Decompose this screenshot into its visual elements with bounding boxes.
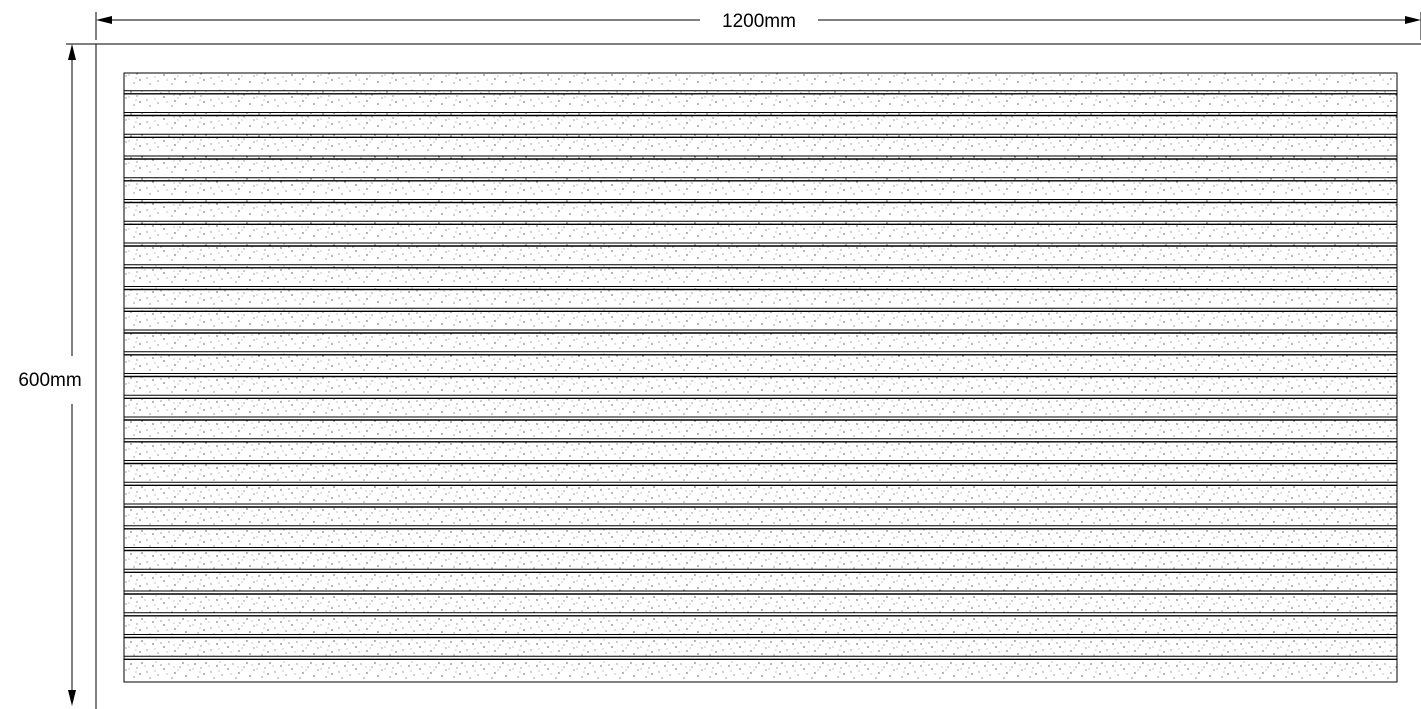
panel (123, 72, 1398, 683)
panel-grooves (124, 90, 1397, 660)
arrow-left-icon (96, 16, 112, 24)
arrow-up-icon (68, 44, 76, 60)
width-label: 1200mm (722, 11, 796, 32)
width-dimension: 1200mm (95, 11, 1421, 40)
height-dimension: 600mm (18, 43, 104, 709)
panel-surface (123, 72, 1398, 683)
height-label: 600mm (18, 370, 81, 391)
arrow-right-icon (1405, 16, 1421, 24)
arrow-down-icon (68, 690, 76, 706)
